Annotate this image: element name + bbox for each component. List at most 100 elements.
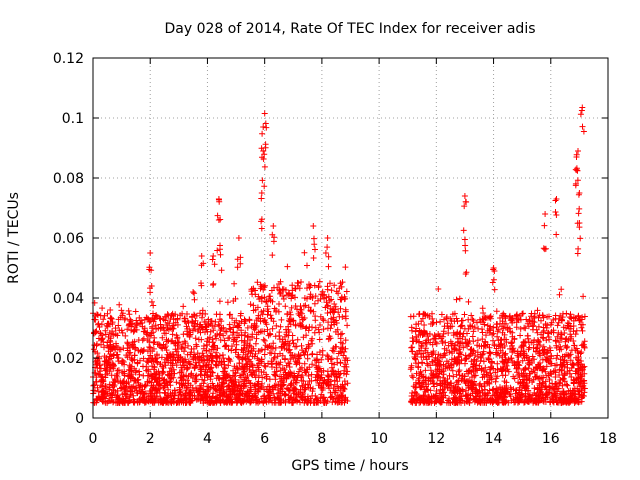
roti-point — [212, 361, 219, 368]
roti-point — [504, 359, 511, 366]
roti-point — [444, 384, 451, 391]
roti-point — [305, 399, 312, 406]
roti-point — [298, 373, 305, 380]
roti-point — [134, 360, 141, 367]
roti-point — [282, 399, 289, 406]
roti-point — [545, 334, 552, 340]
roti-point — [344, 322, 351, 329]
roti-point — [268, 344, 275, 351]
roti-point — [339, 314, 346, 320]
roti-point — [128, 384, 134, 391]
roti-point — [409, 335, 416, 341]
roti-point — [163, 347, 170, 354]
roti-point — [465, 341, 472, 347]
roti-point — [129, 339, 136, 346]
roti-point — [564, 382, 571, 389]
roti-point — [234, 264, 241, 271]
x-axis-ticks: 0 2 4 6 8 10 12 14 16 18 — [89, 58, 617, 447]
roti-point — [463, 395, 470, 402]
roti-point — [176, 339, 182, 345]
roti-point — [303, 369, 310, 375]
roti-point — [123, 393, 130, 400]
roti-point — [327, 309, 334, 316]
roti-point — [327, 280, 333, 287]
roti-point — [301, 295, 308, 301]
roti-point — [431, 373, 438, 380]
roti-point — [304, 262, 310, 269]
roti-point — [463, 378, 470, 385]
roti-point — [289, 332, 296, 339]
roti-point — [301, 351, 308, 358]
roti-point — [495, 393, 501, 400]
roti-point — [339, 330, 346, 337]
roti-point — [514, 348, 521, 355]
roti-point — [286, 318, 293, 325]
roti-point — [344, 380, 351, 387]
roti-point — [531, 356, 537, 363]
roti-point — [503, 362, 510, 369]
roti-point — [155, 381, 162, 388]
roti-point — [413, 360, 419, 367]
roti-point — [150, 384, 157, 391]
roti-point — [305, 372, 312, 379]
roti-point — [558, 366, 565, 373]
roti-point — [118, 327, 125, 334]
roti-point — [224, 393, 231, 400]
roti-point — [486, 366, 493, 373]
roti-point — [250, 345, 257, 352]
roti-point — [540, 327, 547, 334]
roti-point — [287, 382, 294, 389]
roti-point — [242, 329, 249, 336]
roti-point — [313, 396, 319, 403]
roti-point — [539, 367, 546, 374]
roti-point — [231, 280, 238, 287]
roti-point — [470, 361, 477, 368]
roti-point — [461, 373, 468, 380]
roti-point — [450, 332, 457, 339]
roti-point — [254, 362, 261, 369]
roti-point — [130, 383, 137, 390]
roti-point — [543, 390, 550, 397]
x-tick-label: 2 — [146, 431, 155, 447]
roti-point — [93, 361, 100, 368]
roti-point — [293, 343, 300, 350]
roti-point — [317, 322, 323, 328]
roti-point — [140, 328, 147, 335]
roti-point — [530, 376, 537, 383]
roti-point — [519, 357, 526, 364]
roti-point — [471, 357, 478, 364]
roti-point — [141, 391, 148, 398]
roti-point — [413, 333, 420, 340]
roti-point — [571, 342, 578, 349]
roti-point — [552, 374, 559, 380]
roti-point — [220, 383, 227, 390]
roti-point — [309, 340, 316, 347]
roti-point — [234, 366, 241, 373]
roti-point — [122, 332, 129, 339]
roti-point — [150, 302, 157, 309]
roti-point — [273, 322, 280, 329]
roti-point — [424, 386, 431, 393]
roti-point — [502, 388, 509, 395]
roti-point — [342, 361, 349, 368]
roti-point — [265, 398, 272, 405]
roti-point — [265, 360, 271, 367]
roti-point — [542, 384, 548, 391]
roti-point — [259, 130, 266, 137]
roti-point — [502, 350, 509, 357]
roti-point — [575, 191, 582, 198]
roti-point — [135, 337, 142, 343]
roti-point — [199, 376, 206, 383]
roti-point — [259, 154, 265, 161]
roti-point — [460, 344, 467, 351]
roti-point — [482, 364, 489, 371]
roti-point — [525, 346, 532, 353]
roti-point — [138, 347, 145, 354]
roti-point — [553, 361, 560, 368]
roti-point — [429, 310, 435, 317]
roti-point — [269, 231, 276, 238]
roti-point — [329, 393, 336, 400]
roti-point — [342, 306, 349, 313]
roti-point — [258, 346, 265, 353]
roti-point — [251, 382, 258, 389]
